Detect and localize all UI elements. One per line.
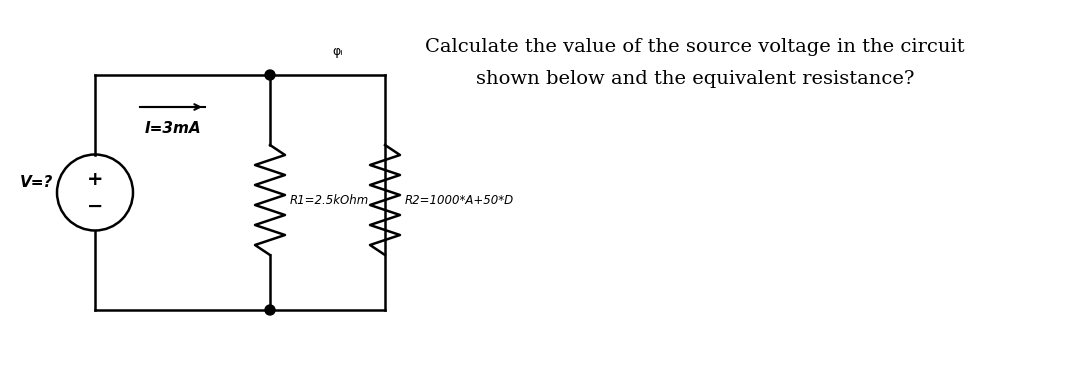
Text: φᵢ: φᵢ bbox=[333, 46, 343, 58]
Text: I=3mA: I=3mA bbox=[145, 121, 201, 136]
Text: R1=2.5kOhm: R1=2.5kOhm bbox=[291, 193, 369, 207]
Circle shape bbox=[265, 70, 275, 80]
Text: −: − bbox=[86, 197, 104, 216]
Text: Calculate the value of the source voltage in the circuit: Calculate the value of the source voltag… bbox=[426, 38, 964, 56]
Text: R2=1000*A+50*D: R2=1000*A+50*D bbox=[405, 193, 514, 207]
Text: V=?: V=? bbox=[21, 175, 54, 190]
Text: shown below and the equivalent resistance?: shown below and the equivalent resistanc… bbox=[476, 70, 915, 88]
Text: +: + bbox=[86, 170, 104, 189]
Circle shape bbox=[265, 305, 275, 315]
